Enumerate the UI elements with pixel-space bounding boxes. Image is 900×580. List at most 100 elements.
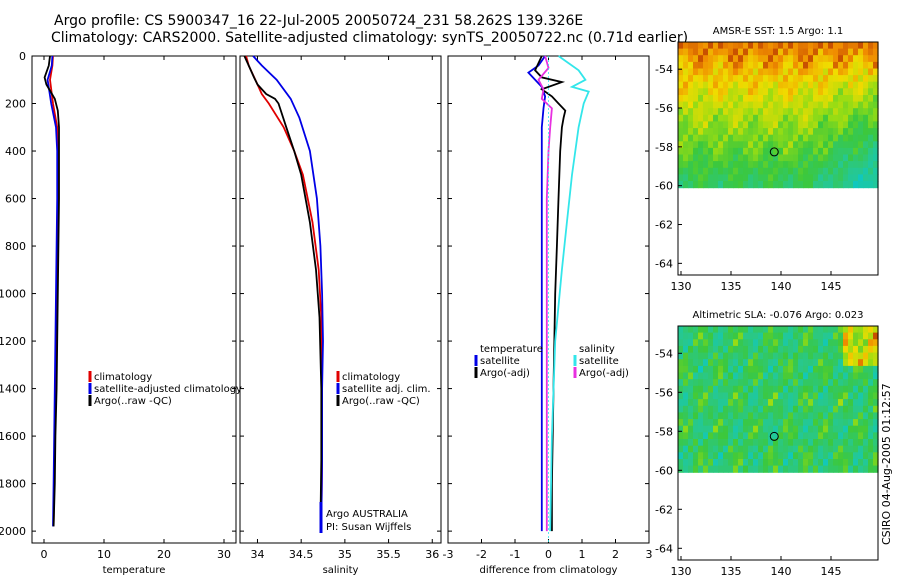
depth-tick-label: 200 (5, 98, 26, 111)
heatmap-cell (733, 174, 739, 182)
heatmap-cell (853, 439, 859, 447)
profile-title: Argo profile: CS 5900347_16 22-Jul-2005 … (54, 13, 584, 29)
heatmap-cell (708, 332, 714, 340)
heatmap-cell (868, 55, 874, 63)
heatmap-cell (843, 459, 849, 467)
heatmap-cell (723, 425, 729, 433)
heatmap-cell (868, 445, 874, 453)
heatmap-cell (708, 419, 714, 427)
heatmap-cell (723, 332, 729, 340)
sst_map-y-tick-label: -54 (655, 63, 673, 76)
heatmap-cell (813, 352, 819, 360)
heatmap-cell (778, 108, 784, 116)
heatmap-cell (708, 174, 714, 182)
heatmap-cell (833, 459, 839, 467)
heatmap-cell (818, 439, 824, 447)
heatmap-cell (703, 392, 709, 400)
heatmap-cell (758, 61, 764, 70)
sla_map-y-tick-label: -62 (655, 503, 673, 516)
heatmap-cell (833, 412, 839, 420)
heatmap-cell (868, 345, 874, 354)
heatmap-cell (753, 352, 759, 360)
heatmap-cell (748, 167, 754, 175)
heatmap-cell (758, 439, 764, 447)
heatmap-cell (863, 42, 869, 50)
heatmap-cell (753, 141, 759, 149)
heatmap-cell (698, 372, 704, 380)
heatmap-cell (723, 81, 729, 89)
heatmap-cell (718, 379, 724, 387)
heatmap-cell (853, 174, 859, 182)
heatmap-cell (753, 332, 759, 340)
heatmap-cell (818, 339, 824, 347)
heatmap-cell (793, 75, 799, 83)
heatmap-cell (763, 365, 769, 374)
heatmap-cell (748, 141, 754, 149)
heatmap-cell (683, 141, 689, 149)
heatmap-cell (793, 412, 799, 420)
heatmap-cell (788, 345, 794, 354)
heatmap-cell (688, 332, 694, 340)
heatmap-cell (813, 68, 819, 76)
heatmap-cell (798, 48, 804, 56)
heatmap-cell (773, 345, 779, 354)
heatmap-cell (678, 405, 684, 413)
heatmap-cell (798, 432, 804, 440)
heatmap-cell (693, 95, 699, 103)
heatmap-cell (693, 359, 699, 367)
heatmap-cell (733, 385, 739, 393)
heatmap-cell (818, 61, 824, 70)
heatmap-cell (798, 167, 804, 175)
heatmap-cell (758, 128, 764, 136)
heatmap-cell (843, 365, 849, 374)
heatmap-cell (713, 339, 719, 347)
heatmap-cell (818, 432, 824, 440)
heatmap-cell (838, 326, 844, 334)
heatmap-cell (838, 339, 844, 347)
heatmap-cell (733, 439, 739, 447)
heatmap-cell (833, 141, 839, 149)
heatmap-cell (683, 88, 689, 96)
heatmap-cell (743, 141, 749, 149)
heatmap-cell (803, 95, 809, 103)
heatmap-cell (683, 432, 689, 440)
heatmap-cell (868, 352, 874, 360)
heatmap-cell (848, 55, 854, 63)
heatmap-cell (823, 55, 829, 63)
heatmap-cell (853, 385, 859, 393)
heatmap-cell (743, 359, 749, 367)
heatmap-cell (698, 365, 704, 374)
heatmap-cell (813, 392, 819, 400)
heatmap-cell (683, 147, 689, 156)
heatmap-cell (693, 452, 699, 460)
heatmap-cell (873, 181, 879, 189)
heatmap-cell (693, 48, 699, 56)
heatmap-cell (798, 42, 804, 50)
heatmap-cell (768, 445, 774, 453)
heatmap-cell (803, 88, 809, 96)
heatmap-cell (683, 365, 689, 374)
heatmap-cell (798, 419, 804, 427)
heatmap-cell (768, 55, 774, 63)
heatmap-cell (718, 68, 724, 76)
depth-tick-label: 800 (5, 240, 26, 253)
sla_map-x-tick-label: 130 (671, 565, 692, 578)
heatmap-cell (763, 174, 769, 182)
heatmap-cell (688, 432, 694, 440)
heatmap-cell (808, 134, 814, 142)
heatmap-cell (863, 405, 869, 413)
heatmap-cell (803, 114, 809, 122)
heatmap-cell (758, 55, 764, 63)
heatmap-cell (858, 42, 864, 50)
heatmap-cell (688, 61, 694, 70)
heatmap-cell (773, 405, 779, 413)
heatmap-cell (823, 88, 829, 96)
heatmap-cell (838, 108, 844, 116)
heatmap-cell (738, 42, 744, 50)
heatmap-cell (728, 425, 734, 433)
heatmap-cell (683, 121, 689, 129)
heatmap-cell (743, 128, 749, 136)
heatmap-cell (703, 167, 709, 175)
heatmap-cell (768, 419, 774, 427)
